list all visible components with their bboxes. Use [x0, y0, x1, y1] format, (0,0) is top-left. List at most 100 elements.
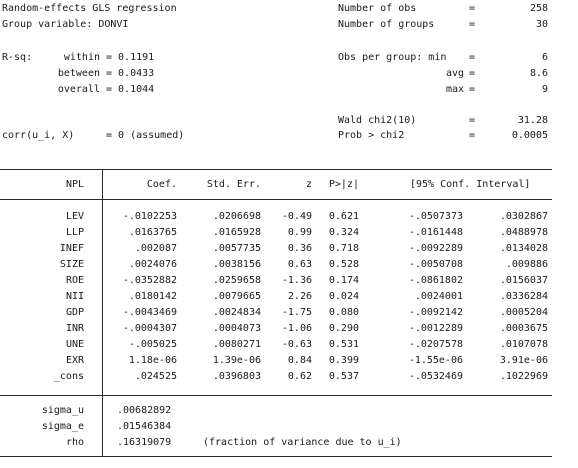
- rho-note: (fraction of variance due to u_i): [203, 437, 402, 448]
- table-header-rule: [0, 199, 552, 200]
- table-row-ci-low: -.0532469: [408, 371, 463, 382]
- stat-label: Number of obs: [338, 3, 417, 14]
- stat-value: 8.6: [529, 68, 548, 79]
- table-row-coef: .024525: [134, 371, 177, 382]
- table-row-var: ROE: [65, 275, 84, 286]
- stat-equals: =: [469, 130, 476, 141]
- table-row-coef: -.0352882: [122, 275, 177, 286]
- table-row-ci-low: -.0012289: [408, 323, 463, 334]
- stat-value: 258: [529, 3, 548, 14]
- table-row-coef: .002087: [134, 243, 177, 254]
- table-row-z: 0.84: [287, 355, 312, 366]
- sigma-u-value: .00682892: [117, 405, 172, 416]
- sigma-e-value: .01546384: [117, 421, 172, 432]
- table-row-ci-low: -.0092142: [408, 307, 463, 318]
- table-row-p: 0.174: [328, 275, 359, 286]
- col-header-p: P>|z|: [328, 179, 359, 190]
- table-column-separator: [102, 169, 103, 457]
- stat-label: avg: [445, 68, 464, 79]
- table-row-p: 0.080: [328, 307, 359, 318]
- table-row-var: INR: [65, 323, 84, 334]
- stat-value: 6: [541, 52, 548, 63]
- table-row-var: NII: [65, 291, 84, 302]
- table-row-z: 0.62: [287, 371, 312, 382]
- table-row-z: -0.49: [281, 211, 312, 222]
- table-row-z: -0.63: [281, 339, 312, 350]
- rsq-within-label: within: [63, 52, 100, 63]
- stat-equals: =: [469, 115, 476, 126]
- table-row-ci-low: -.0207578: [408, 339, 463, 350]
- table-row-se: .0057735: [212, 243, 261, 254]
- table-top-rule: [0, 169, 552, 170]
- table-row-var: SIZE: [59, 259, 84, 270]
- stat-label: Prob > chi2: [338, 130, 405, 141]
- stat-label: Number of groups: [338, 19, 435, 30]
- table-row-ci-high: .0107078: [499, 339, 548, 350]
- table-row-z: -1.36: [281, 275, 312, 286]
- table-row-coef: .0163765: [128, 227, 177, 238]
- table-row-z: -1.06: [281, 323, 312, 334]
- table-row-p: 0.024: [328, 291, 359, 302]
- table-row-ci-high: .0156037: [499, 275, 548, 286]
- table-row-se: 1.39e-06: [212, 355, 261, 366]
- table-row-ci-low: -.0507373: [408, 211, 463, 222]
- table-row-se: .0079665: [212, 291, 261, 302]
- table-sigma-rule: [0, 395, 552, 396]
- rsq-label: R-sq:: [2, 52, 33, 63]
- rho-value: .16319079: [117, 437, 172, 448]
- table-row-ci-high: .0336284: [499, 291, 548, 302]
- table-row-ci-high: .1022969: [499, 371, 548, 382]
- col-header-z: z: [305, 179, 312, 190]
- table-row-se: .0024834: [212, 307, 261, 318]
- table-row-coef: -.0043469: [122, 307, 177, 318]
- table-row-z: 2.26: [287, 291, 312, 302]
- table-row-p: 0.528: [328, 259, 359, 270]
- rsq-overall-value: = 0.1044: [106, 84, 155, 95]
- table-row-p: 0.290: [328, 323, 359, 334]
- table-row-ci-low: -.0092289: [408, 243, 463, 254]
- table-row-se: .0165928: [212, 227, 261, 238]
- table-row-ci-high: .0005204: [499, 307, 548, 318]
- table-row-p: 0.537: [328, 371, 359, 382]
- table-row-coef: .0180142: [128, 291, 177, 302]
- rsq-within-value: = 0.1191: [106, 52, 155, 63]
- stat-value: 9: [541, 84, 548, 95]
- table-row-var: EXR: [65, 355, 84, 366]
- stat-label: Wald chi2(10): [338, 115, 417, 126]
- table-row-var: LEV: [65, 211, 84, 222]
- table-row-ci-low: -1.55e-06: [408, 355, 463, 366]
- table-row-z: 0.99: [287, 227, 312, 238]
- stat-label: Obs per group: min: [338, 52, 447, 63]
- table-row-var: _cons: [53, 371, 84, 382]
- stat-value: 0.0005: [511, 130, 548, 141]
- stat-equals: =: [469, 68, 476, 79]
- stat-value: 31.28: [517, 115, 548, 126]
- table-row-coef: 1.18e-06: [128, 355, 177, 366]
- table-row-se: .0396803: [212, 371, 261, 382]
- sigma-u-label: sigma_u: [41, 405, 84, 416]
- model-title: Random-effects GLS regression: [2, 3, 177, 14]
- table-row-coef: -.0102253: [122, 211, 177, 222]
- table-row-var: UNE: [65, 339, 84, 350]
- table-row-se: .0038156: [212, 259, 261, 270]
- group-variable: Group variable: DONVI: [2, 19, 129, 30]
- rsq-between-label: between: [57, 68, 100, 79]
- corr-value: = 0 (assumed): [106, 130, 185, 141]
- table-row-ci-high: .0488978: [499, 227, 548, 238]
- table-row-p: 0.324: [328, 227, 359, 238]
- stat-equals: =: [469, 3, 476, 14]
- table-row-se: .0259658: [212, 275, 261, 286]
- table-row-ci-low: .0024001: [414, 291, 463, 302]
- depvar-header: NPL: [65, 179, 84, 190]
- table-row-p: 0.399: [328, 355, 359, 366]
- table-row-ci-high: .009886: [505, 259, 548, 270]
- table-row-se: .0080271: [212, 339, 261, 350]
- stat-equals: =: [469, 84, 476, 95]
- corr-label: corr(u_i, X): [2, 130, 75, 141]
- stat-equals: =: [469, 52, 476, 63]
- table-row-p: 0.621: [328, 211, 359, 222]
- table-row-ci-low: -.0861802: [408, 275, 463, 286]
- table-row-ci-low: -.0050708: [408, 259, 463, 270]
- table-row-var: GDP: [65, 307, 84, 318]
